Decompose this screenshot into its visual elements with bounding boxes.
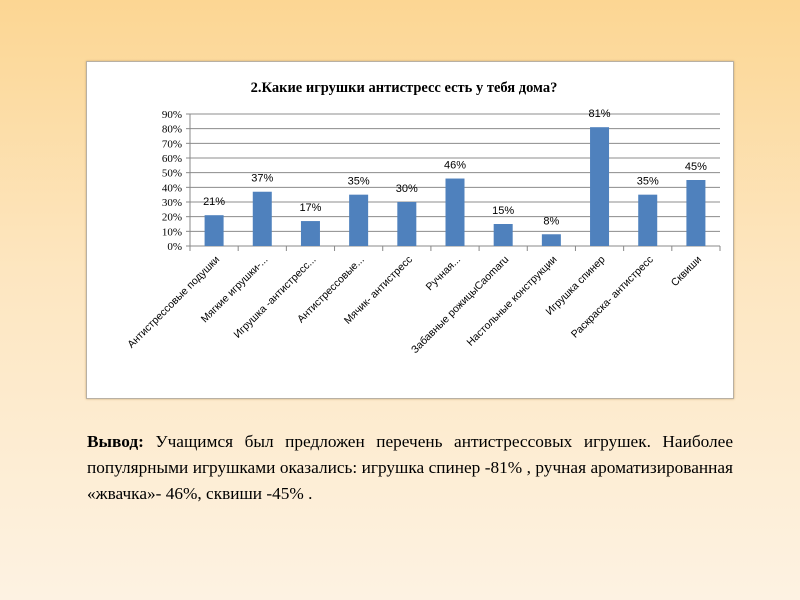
bar [686,180,706,246]
bar [204,215,224,246]
data-label: 35% [637,176,659,188]
bar [300,221,320,246]
x-tick-label: Забавные рожицыCaomaru [409,254,511,356]
data-label: 15% [492,205,514,217]
bar [397,202,417,246]
bar [252,191,272,246]
data-label: 46% [444,160,466,172]
bar [590,127,610,246]
data-label: 8% [543,215,559,227]
x-tick-label: Настольные конструкции [464,254,559,349]
conclusion-label: Вывод: [87,432,144,451]
y-tick-label: 20% [162,212,182,224]
bar [493,224,513,246]
x-tick-label: Ручная... [424,254,463,293]
x-tick-label: Игрушка -антистресс... [231,254,318,341]
y-tick-label: 40% [162,182,182,194]
data-label: 81% [589,108,611,120]
y-tick-label: 70% [162,138,182,150]
x-tick-label: Сквиши [669,254,704,289]
data-label: 35% [348,176,370,188]
data-label: 17% [299,202,321,214]
y-tick-label: 50% [162,168,182,180]
y-tick-label: 80% [162,124,182,136]
y-tick-label: 90% [162,109,182,121]
x-tick-label: Антистрессовые подушки [125,254,222,351]
bar [638,194,658,246]
data-label: 45% [685,161,707,173]
chart-title: 2.Какие игрушки антистресс есть у тебя д… [251,80,558,96]
bar [349,194,369,246]
y-tick-label: 10% [162,226,182,238]
bar [541,234,561,246]
y-tick-label: 30% [162,197,182,209]
conclusion-paragraph: Вывод: Учащимся был предложен перечень а… [87,429,733,507]
data-label: 21% [203,196,225,208]
data-label: 37% [251,173,273,185]
chart-container: 2.Какие игрушки антистресс есть у тебя д… [86,61,734,399]
y-tick-label: 0% [167,241,182,253]
bar-chart: 2.Какие игрушки антистресс есть у тебя д… [125,80,721,356]
conclusion-text: Учащимся был предложен перечень антистре… [87,432,733,503]
y-tick-label: 60% [162,153,182,165]
data-label: 30% [396,183,418,195]
x-tick-label: Раскраска- антистресс [569,254,656,341]
bar [445,178,465,246]
